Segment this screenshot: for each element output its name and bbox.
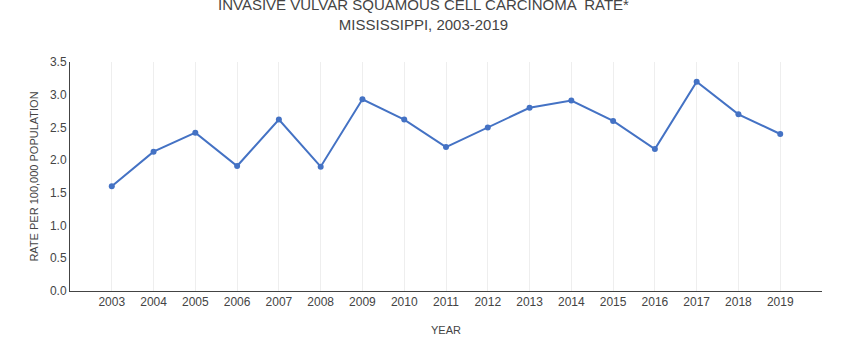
svg-text:2007: 2007 [266, 295, 293, 309]
svg-text:1.5: 1.5 [50, 186, 67, 200]
svg-text:YEAR: YEAR [431, 324, 461, 336]
svg-text:2011: 2011 [433, 295, 459, 309]
svg-text:2019: 2019 [767, 295, 794, 309]
svg-text:2017: 2017 [683, 295, 710, 309]
svg-text:2009: 2009 [349, 295, 376, 309]
svg-text:RATE PER 100,000 POPULATION: RATE PER 100,000 POPULATION [28, 91, 40, 261]
svg-text:2008: 2008 [307, 295, 334, 309]
svg-text:2006: 2006 [224, 295, 251, 309]
svg-text:2.5: 2.5 [50, 121, 67, 135]
svg-text:2010: 2010 [391, 295, 418, 309]
svg-text:2012: 2012 [474, 295, 501, 309]
svg-text:3.0: 3.0 [50, 88, 67, 102]
svg-text:1.0: 1.0 [50, 219, 67, 233]
svg-text:2005: 2005 [182, 295, 209, 309]
svg-text:2013: 2013 [516, 295, 543, 309]
svg-text:2004: 2004 [140, 295, 167, 309]
svg-text:2003: 2003 [98, 295, 125, 309]
svg-text:2014: 2014 [558, 295, 585, 309]
svg-text:2016: 2016 [642, 295, 669, 309]
svg-text:2.0: 2.0 [50, 153, 67, 167]
svg-text:INVASIVE VULVAR SQUAMOUS CELL: INVASIVE VULVAR SQUAMOUS CELL CARCINOMA … [218, 0, 629, 33]
svg-text:0.0: 0.0 [50, 284, 67, 298]
svg-text:2018: 2018 [725, 295, 752, 309]
svg-text:3.5: 3.5 [50, 55, 67, 69]
svg-text:2015: 2015 [600, 295, 627, 309]
svg-text:0.5: 0.5 [50, 251, 67, 265]
